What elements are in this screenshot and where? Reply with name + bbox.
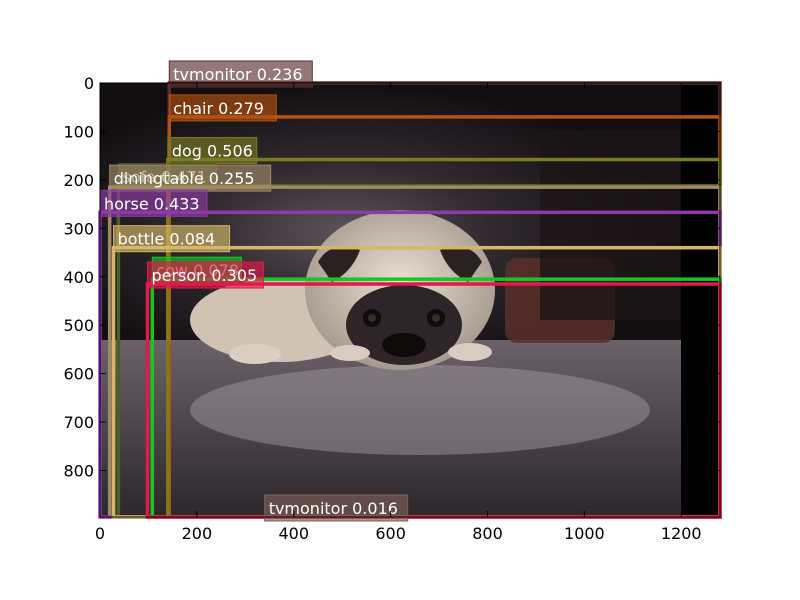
detection-label-background bbox=[99, 189, 208, 217]
detection-label: tvmonitor 0.016 bbox=[269, 499, 398, 518]
y-tick-label: 100 bbox=[63, 122, 94, 141]
axes: 0 200 400 600 800 1000 1200 0 100 200 300 400 500 600… bbox=[63, 74, 721, 543]
axes-frame bbox=[99, 82, 721, 518]
detection-label-background bbox=[109, 164, 272, 192]
x-tick-label: 1200 bbox=[661, 524, 702, 543]
detection-label-background bbox=[113, 225, 231, 253]
detection-label: dog 0.506 bbox=[172, 142, 253, 161]
y-tick-label: 0 bbox=[84, 74, 94, 93]
y-tick-label: 500 bbox=[63, 316, 94, 335]
detection-label: person 0.305 bbox=[151, 266, 257, 285]
x-tick-label: 200 bbox=[182, 524, 213, 543]
x-tick-label: 600 bbox=[375, 524, 406, 543]
pug-photo bbox=[100, 83, 681, 517]
y-tick-label: 800 bbox=[63, 462, 94, 481]
y-tick-label: 400 bbox=[63, 268, 94, 287]
detection-label: bottle 0.084 bbox=[118, 230, 216, 249]
x-tick-label: 1000 bbox=[564, 524, 605, 543]
y-tick-label: 300 bbox=[63, 219, 94, 238]
detection-label: chair 0.279 bbox=[173, 99, 264, 118]
y-tick-label: 600 bbox=[63, 365, 94, 384]
x-tick-label: 800 bbox=[472, 524, 503, 543]
y-tick-label: 200 bbox=[63, 171, 94, 190]
detection-label: diningtable 0.255 bbox=[114, 169, 255, 188]
y-tick-label: 700 bbox=[63, 413, 94, 432]
detection-label-background bbox=[146, 261, 264, 289]
detection-label: horse 0.433 bbox=[104, 194, 200, 213]
detection-label-background bbox=[168, 94, 277, 122]
detection-label: tvmonitor 0.236 bbox=[173, 65, 302, 84]
x-tick-label: 0 bbox=[95, 524, 105, 543]
x-tick-label: 400 bbox=[278, 524, 309, 543]
